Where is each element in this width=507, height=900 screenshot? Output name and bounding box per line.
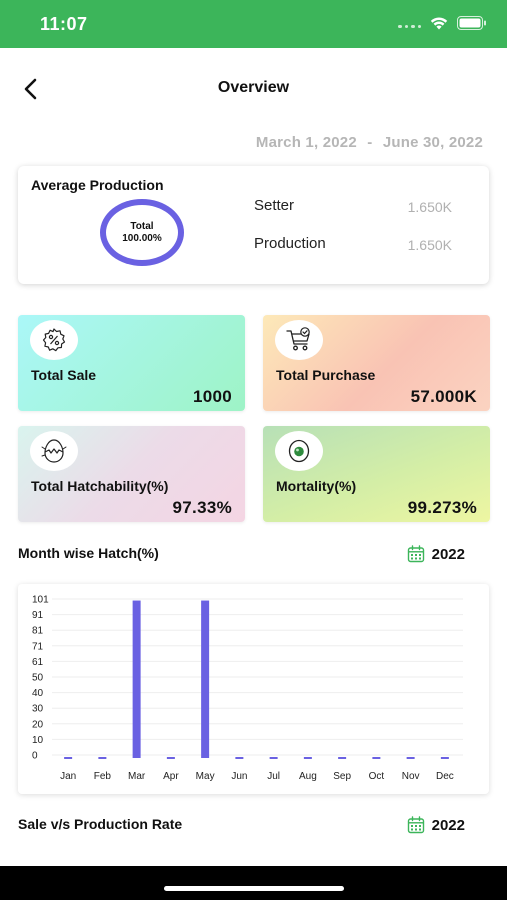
x-tick-label: Aug — [299, 771, 317, 782]
wifi-icon — [430, 17, 448, 30]
chart-bar — [235, 757, 244, 759]
month-wise-year-picker[interactable]: 2022 — [407, 545, 465, 563]
mortality-label: Mortality(%) — [276, 478, 357, 494]
signal-icon — [398, 18, 421, 28]
y-tick-label: 50 — [32, 673, 44, 684]
hatching-egg-icon — [30, 431, 78, 471]
x-tick-label: Nov — [402, 771, 420, 782]
y-tick-label: 30 — [32, 704, 44, 715]
sale-vs-production-year-picker[interactable]: 2022 — [407, 816, 465, 834]
calendar-icon — [407, 816, 424, 834]
y-tick-label: 0 — [32, 751, 38, 762]
y-tick-label: 101 — [32, 595, 49, 606]
battery-icon — [457, 16, 486, 30]
total-sale-label: Total Sale — [31, 367, 97, 383]
total-sale-card[interactable]: Total Sale 1000 — [18, 315, 245, 411]
setter-value: 1.650K — [407, 199, 452, 215]
mortality-value: 99.273% — [407, 498, 477, 517]
x-tick-label: Dec — [436, 771, 454, 782]
status-bar: 11:07 — [0, 0, 507, 48]
y-tick-label: 20 — [32, 719, 44, 730]
bar-chart-svg: 101 91 81 71 61 50 40 30 20 10 0 Jan Feb Mar Apr May Jun… — [32, 595, 463, 782]
x-tick-label: Mar — [128, 771, 146, 782]
month-wise-year: 2022 — [431, 545, 465, 563]
sale-vs-production-year: 2022 — [431, 816, 465, 834]
x-tick-label: May — [196, 771, 215, 782]
y-tick-label: 71 — [32, 641, 44, 652]
page-title: Overview — [217, 79, 290, 96]
x-tick-label: Oct — [369, 771, 385, 782]
total-purchase-label: Total Purchase — [276, 367, 376, 383]
chart-bar — [166, 757, 175, 759]
y-tick-label: 40 — [32, 688, 44, 699]
x-tick-label: Jun — [231, 771, 247, 782]
header: Overview — [0, 60, 507, 116]
date-range-separator: - — [367, 134, 373, 151]
sale-vs-production-title: Sale v/s Production Rate — [18, 816, 183, 832]
chart-bar — [269, 757, 278, 759]
x-tick-label: Jan — [60, 771, 76, 782]
x-tick-label: Sep — [333, 771, 351, 782]
date-range-end: June 30, 2022 — [382, 134, 483, 151]
shopping-cart-icon — [275, 320, 323, 360]
total-purchase-card[interactable]: Total Purchase 57.000K — [263, 315, 490, 411]
month-wise-title: Month wise Hatch(%) — [18, 545, 159, 561]
production-donut: Total 100.00% — [100, 199, 184, 266]
total-sale-value: 1000 — [192, 387, 232, 406]
donut-label-total: Total — [130, 220, 154, 232]
bottom-bar — [0, 866, 507, 900]
percent-badge-icon — [30, 320, 78, 360]
y-tick-label: 61 — [32, 657, 44, 668]
donut-label-percent: 100.00% — [122, 232, 162, 244]
chart-bar — [201, 600, 210, 758]
production-value: 1.650K — [407, 237, 452, 253]
setter-label: Setter — [254, 197, 295, 214]
y-tick-label: 10 — [32, 735, 44, 746]
x-tick-label: Apr — [163, 771, 179, 782]
production-label: Production — [254, 235, 326, 252]
total-hatchability-value: 97.33% — [172, 498, 232, 517]
x-tick-label: Jul — [267, 771, 280, 782]
average-production-title: Average Production — [31, 177, 164, 193]
chart-bar — [440, 757, 449, 759]
calendar-icon — [407, 545, 424, 563]
chart-bar — [64, 757, 73, 759]
date-range[interactable]: March 1, 2022 - June 30, 2022 — [256, 134, 483, 151]
chart-bar — [338, 757, 347, 759]
chart-bar — [132, 600, 141, 758]
chart-bar — [406, 757, 415, 759]
back-button[interactable] — [14, 72, 48, 106]
x-tick-label: Feb — [94, 771, 112, 782]
month-wise-hatch-chart: 101 91 81 71 61 50 40 30 20 10 0 Jan Feb Mar Apr May Jun… — [18, 584, 489, 794]
mortality-card[interactable]: Mortality(%) 99.273% — [263, 426, 490, 522]
home-indicator[interactable] — [164, 886, 344, 891]
total-hatchability-label: Total Hatchability(%) — [31, 478, 169, 494]
total-purchase-value: 57.000K — [410, 387, 477, 406]
status-time: 11:07 — [40, 14, 88, 34]
status-icons — [398, 16, 487, 30]
y-tick-label: 81 — [32, 626, 44, 637]
chart-bar — [372, 757, 381, 759]
egg-icon — [275, 431, 323, 471]
chart-bar — [303, 757, 312, 759]
chart-bar — [98, 757, 107, 759]
total-hatchability-card[interactable]: Total Hatchability(%) 97.33% — [18, 426, 245, 522]
date-range-start: March 1, 2022 — [255, 134, 357, 151]
average-production-card: Average Production Total 100.00% Setter … — [18, 166, 489, 284]
chevron-left-icon — [24, 78, 37, 100]
y-tick-label: 91 — [32, 610, 44, 621]
